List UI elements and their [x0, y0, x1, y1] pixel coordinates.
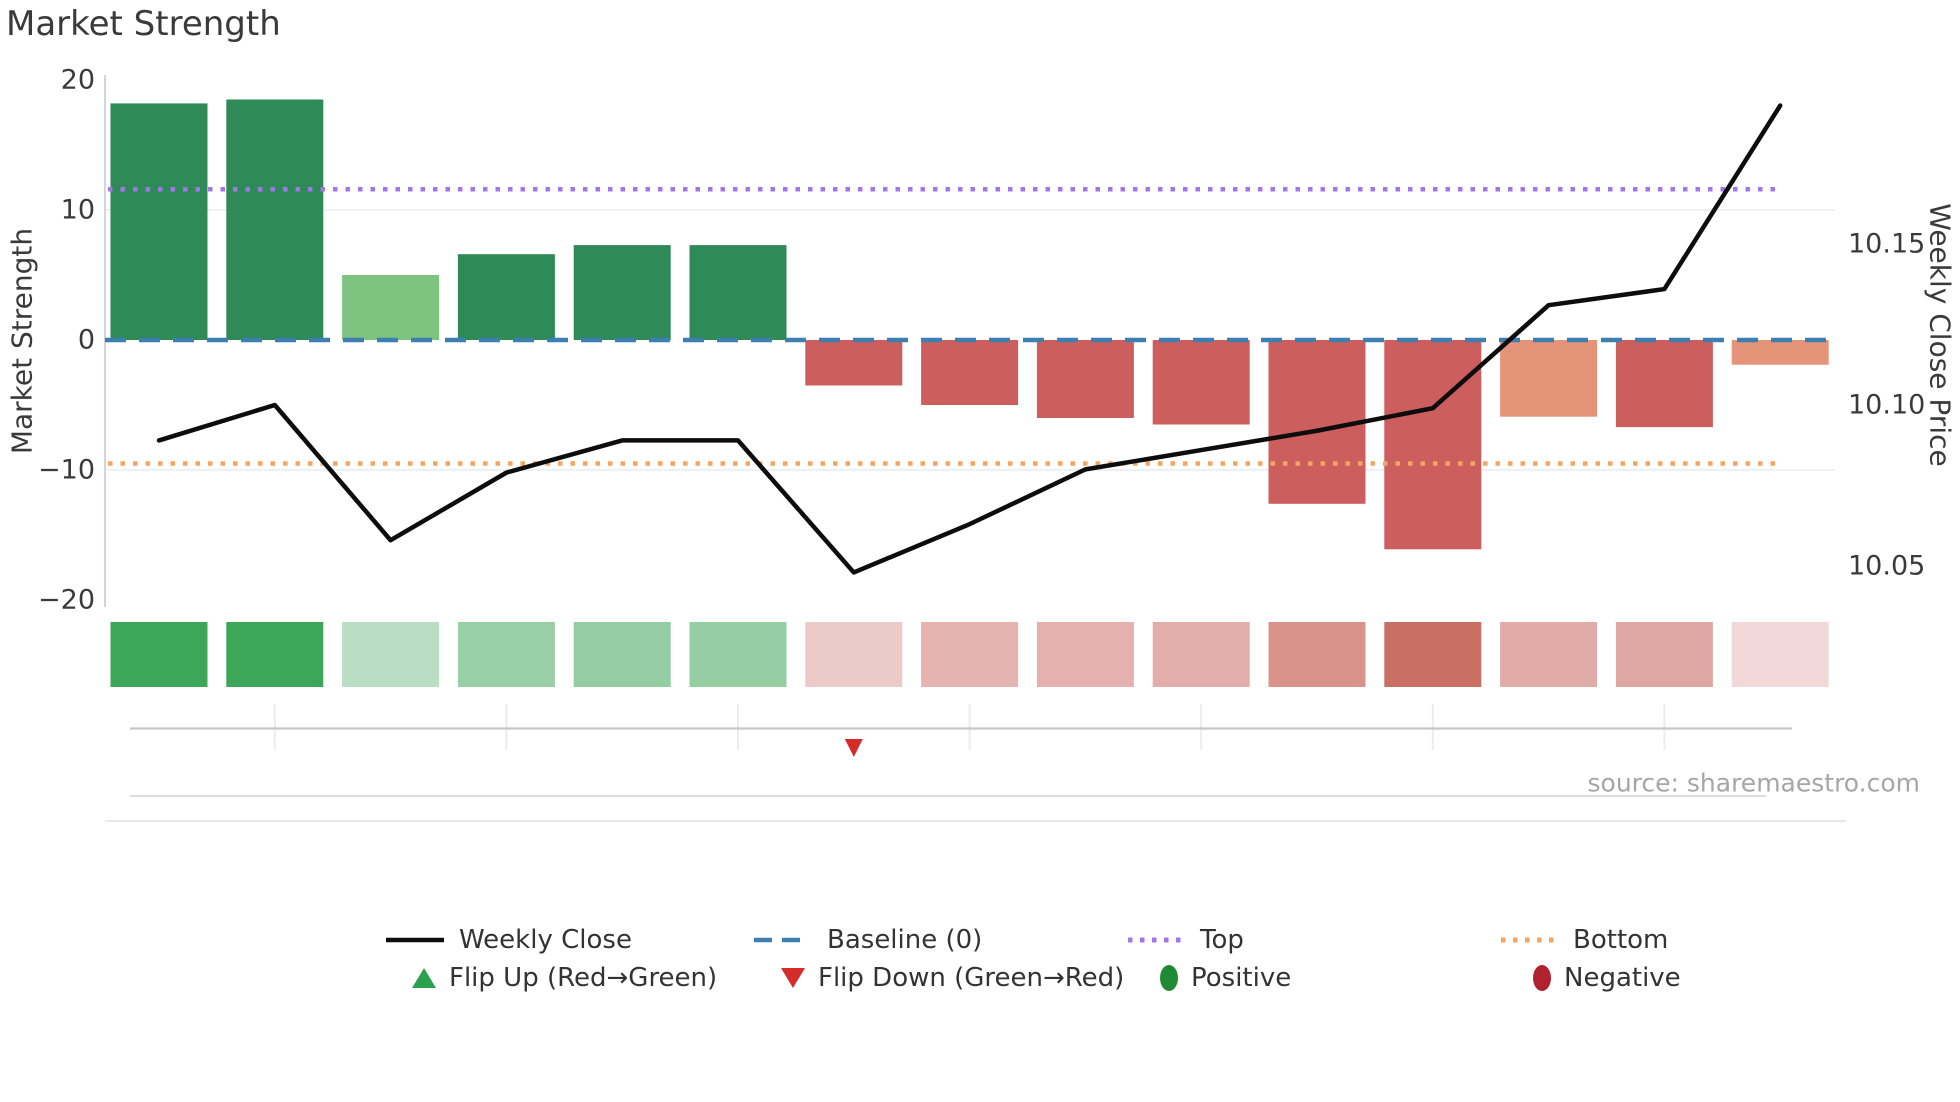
- right-axis-label: Weekly Close Price: [1923, 203, 1957, 467]
- left-axis-tick: −20: [38, 584, 95, 616]
- bar: [1731, 340, 1829, 365]
- weekly-close-line-sample-icon: [386, 937, 444, 943]
- heat-cell: [689, 622, 787, 687]
- legend-label: Positive: [1191, 963, 1292, 993]
- legend-item-flip-down: Flip Down (Green→Red): [781, 959, 1124, 997]
- heat-cell: [1731, 622, 1829, 687]
- source-credit: source: sharemaestro.com: [1587, 768, 1921, 798]
- legend-item-negative: Negative: [1533, 959, 1681, 997]
- bar: [1152, 340, 1250, 425]
- bar: [226, 99, 324, 340]
- bar: [110, 103, 208, 341]
- bar: [573, 245, 671, 340]
- legend-label: Negative: [1564, 963, 1681, 993]
- legend-item-flip-up: Flip Up (Red→Green): [412, 959, 717, 997]
- heat-cell: [1500, 622, 1598, 687]
- bottom-dotted-sample-icon: [1501, 937, 1556, 943]
- right-axis-tick: 10.15: [1848, 228, 1926, 260]
- heat-cell: [805, 622, 903, 687]
- heat-cell: [342, 622, 440, 687]
- heat-cell: [1384, 622, 1482, 687]
- weekly-close-line: [156, 103, 1783, 575]
- right-axis-tick: 10.05: [1848, 550, 1926, 582]
- bar: [1500, 340, 1598, 417]
- legend-label: Baseline (0): [827, 925, 983, 955]
- legend-item-positive: Positive: [1160, 959, 1291, 997]
- legend-label: Weekly Close: [459, 925, 632, 955]
- heat-cell: [1152, 622, 1250, 687]
- flip-down-marker: [844, 739, 863, 757]
- left-axis-label: Market Strength: [5, 227, 39, 455]
- flip-down-triangle-icon: [781, 968, 805, 988]
- heat-cell: [573, 622, 671, 687]
- heat-cell: [1036, 622, 1134, 687]
- legend-item-bottom: Bottom: [1498, 921, 1668, 959]
- bar: [805, 340, 903, 386]
- legend-item-top: Top: [1125, 921, 1244, 959]
- baseline-dashed-sample-icon: [754, 937, 810, 943]
- heat-cell: [1615, 622, 1713, 687]
- legend-label: Top: [1200, 925, 1244, 955]
- left-axis-tick: −10: [38, 454, 95, 486]
- heat-cell: [110, 622, 208, 687]
- heat-cell: [1268, 622, 1366, 687]
- left-axis-tick: 10: [60, 194, 95, 226]
- top-dotted-sample-icon: [1128, 937, 1183, 943]
- heat-cell: [457, 622, 555, 687]
- legend-item-weekly-close: Weekly Close: [384, 921, 632, 959]
- left-axis-tick: 0: [77, 324, 95, 356]
- right-axis-tick: 10.10: [1848, 389, 1926, 421]
- legend-item-baseline: Baseline (0): [752, 921, 982, 959]
- bar: [342, 275, 440, 340]
- left-axis-tick: 20: [60, 64, 95, 96]
- bar: [1384, 340, 1482, 550]
- chart-title: Market Strength: [6, 4, 281, 44]
- heat-cell: [921, 622, 1019, 687]
- bar: [921, 340, 1019, 405]
- bar: [1615, 340, 1713, 428]
- bar: [689, 245, 787, 340]
- legend-label: Flip Down (Green→Red): [818, 963, 1125, 993]
- flip-up-triangle-icon: [412, 968, 436, 988]
- negative-dot-icon: [1533, 965, 1551, 991]
- legend-label: Flip Up (Red→Green): [449, 963, 718, 993]
- positive-dot-icon: [1160, 965, 1178, 991]
- bar: [1268, 340, 1366, 504]
- heat-cell: [226, 622, 324, 687]
- bar: [457, 254, 555, 340]
- bar: [1036, 340, 1134, 418]
- legend-label: Bottom: [1573, 925, 1669, 955]
